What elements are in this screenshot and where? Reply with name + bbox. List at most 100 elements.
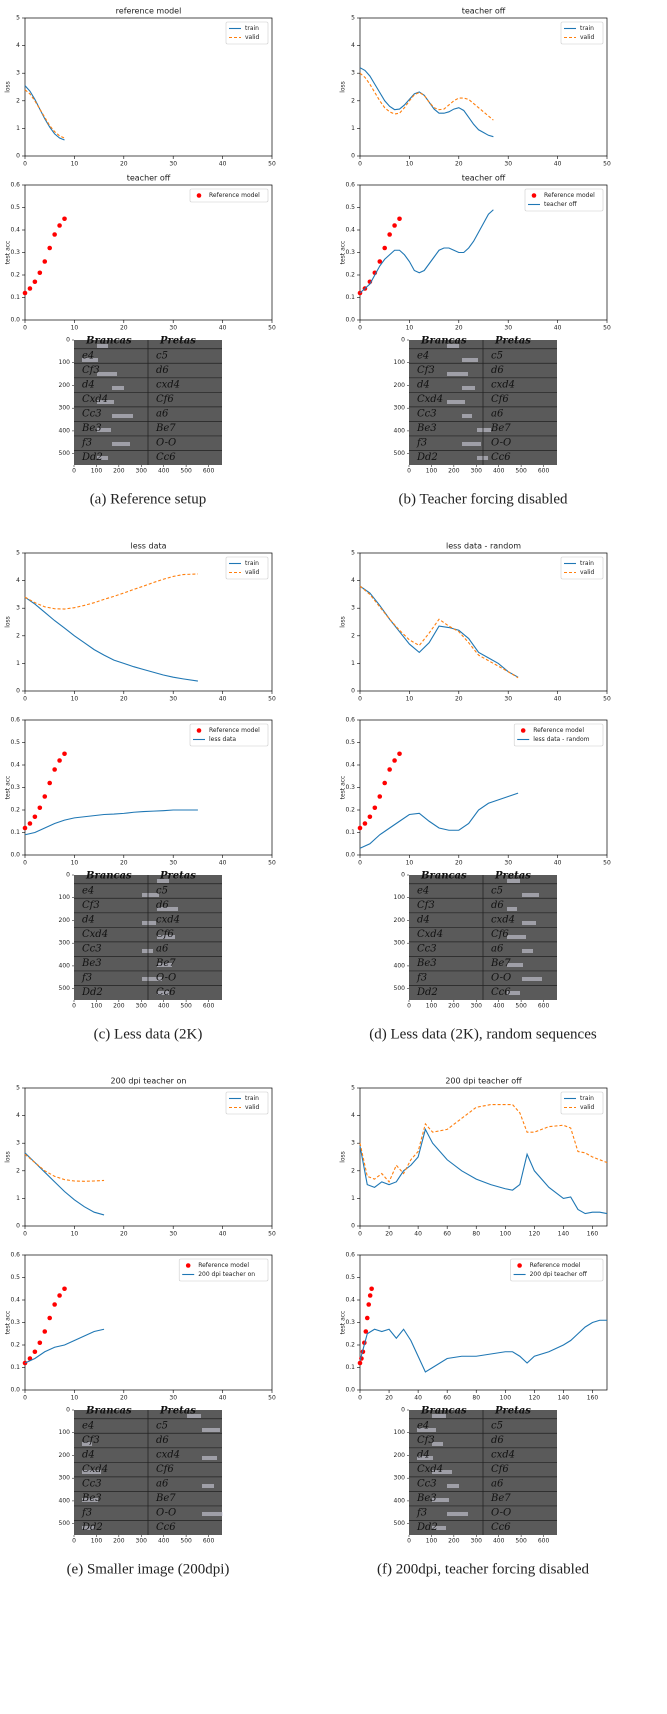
- point: [57, 758, 62, 763]
- sheet-move: Cf3: [417, 1435, 435, 1446]
- x-tick-label: 40: [219, 325, 227, 332]
- legend-box: [513, 723, 604, 747]
- chart-title: less data: [130, 542, 166, 551]
- sheet-move: Cc3: [82, 944, 102, 955]
- y-tick-label: 0.6: [10, 182, 20, 189]
- point: [57, 223, 62, 228]
- x-tick-label: 10: [406, 860, 414, 867]
- sheet-move: Cc6: [491, 987, 511, 998]
- sheet-header: Brancas: [420, 871, 467, 882]
- y-tick-label: 0.4: [345, 762, 355, 769]
- y-tick-label: 0.1: [10, 829, 20, 836]
- x-tick-label: 40: [554, 325, 562, 332]
- x-tick-label: 100: [91, 1538, 103, 1545]
- x-tick-label: 20: [455, 860, 463, 867]
- attention-spot: [522, 949, 533, 953]
- sheet-move: Be7: [155, 1493, 176, 1504]
- y-tick-label: 400: [394, 962, 406, 969]
- legend-label: Reference model: [530, 1262, 581, 1269]
- y-tick-label: 0.4: [10, 1297, 20, 1304]
- x-tick-label: 100: [426, 468, 438, 475]
- sheet-move: Cf6: [156, 1464, 174, 1475]
- sheet-move: Be3: [416, 423, 437, 434]
- attention-spot: [202, 1484, 214, 1488]
- line-series: [359, 1319, 607, 1373]
- x-tick-label: 20: [455, 325, 463, 332]
- attention-spot: [507, 935, 526, 939]
- sheet-move: Be3: [81, 1493, 102, 1504]
- point: [387, 232, 392, 237]
- chart-title: 200 dpi teacher on: [111, 1077, 187, 1086]
- attention-spot: [462, 442, 481, 446]
- attention-spot: [447, 372, 468, 376]
- point: [52, 767, 57, 772]
- legend-box: [560, 556, 604, 580]
- x-tick-label: 20: [385, 1231, 393, 1238]
- x-tick-label: 20: [120, 1231, 128, 1238]
- legend-label: Reference model: [198, 1262, 249, 1269]
- sheet-move: Be7: [490, 1493, 511, 1504]
- point: [52, 232, 57, 237]
- x-tick-label: 0: [407, 468, 411, 475]
- x-tick-label: 40: [554, 860, 562, 867]
- caption: (a) Reference setup: [90, 491, 207, 507]
- line-series: [359, 585, 519, 678]
- sheet-move: a6: [491, 944, 504, 955]
- sheet-move: Cc3: [417, 409, 437, 420]
- y-tick-label: 3: [351, 605, 355, 612]
- y-tick-label: 0.4: [345, 227, 355, 234]
- y-tick-label: 1: [351, 660, 355, 667]
- y-tick-label: 0.1: [345, 1364, 355, 1371]
- sheet-move: e4: [417, 1420, 429, 1431]
- x-tick-label: 300: [136, 468, 148, 475]
- legend-label: train: [580, 25, 594, 32]
- y-tick-label: 0.5: [345, 1274, 355, 1281]
- x-tick-label: 10: [71, 161, 79, 168]
- sheet-move: Cxd4: [417, 929, 443, 940]
- legend-box: [189, 723, 269, 747]
- y-tick-label: 0: [351, 688, 355, 695]
- x-tick-label: 0: [407, 1538, 411, 1545]
- y-tick-label: 0.4: [345, 1297, 355, 1304]
- x-tick-label: 200: [448, 1003, 460, 1010]
- sheet-move: e4: [417, 885, 429, 896]
- y-tick-label: 0.3: [345, 249, 355, 256]
- sheet-move: a6: [156, 1479, 169, 1490]
- x-tick-label: 30: [504, 860, 512, 867]
- sheet-move: Cf3: [82, 1435, 100, 1446]
- x-tick-label: 600: [538, 468, 550, 475]
- attention-spot: [447, 344, 459, 348]
- line-series: [359, 792, 519, 849]
- point: [27, 286, 33, 291]
- y-tick-label: 0: [16, 1223, 20, 1230]
- sheet-move: d6: [491, 1435, 504, 1446]
- attention-spot: [82, 1526, 95, 1530]
- x-tick-label: 40: [219, 1395, 227, 1402]
- x-tick-label: 500: [515, 1003, 527, 1010]
- sheet-move: Cc6: [491, 1522, 511, 1533]
- y-tick-label: 4: [16, 42, 20, 49]
- sheet-move: Cf3: [82, 365, 100, 376]
- x-tick-label: 0: [23, 696, 27, 703]
- sheet-header: Pretas: [159, 336, 196, 347]
- attention-spot: [187, 1414, 201, 1418]
- sheet-move: c5: [491, 350, 503, 361]
- y-axis-label: test acc: [340, 1311, 347, 1335]
- x-tick-label: 0: [72, 468, 76, 475]
- x-tick-label: 0: [358, 1395, 362, 1402]
- attention-spot: [447, 1512, 468, 1516]
- sheet-move: a6: [491, 1479, 504, 1490]
- attention-spot: [142, 921, 156, 925]
- sheet-move: f3: [81, 438, 92, 449]
- point: [357, 1360, 363, 1366]
- attention-spot: [432, 1526, 446, 1530]
- x-tick-label: 40: [554, 696, 562, 703]
- sheet-move: d6: [491, 365, 504, 376]
- point: [357, 825, 363, 831]
- attention-spot: [82, 1470, 101, 1474]
- sheet-move: Cxd4: [82, 929, 108, 940]
- attention-spot: [142, 949, 153, 953]
- line-series: [24, 85, 65, 141]
- sheet-move: cxd4: [491, 915, 515, 926]
- x-tick-label: 0: [72, 1003, 76, 1010]
